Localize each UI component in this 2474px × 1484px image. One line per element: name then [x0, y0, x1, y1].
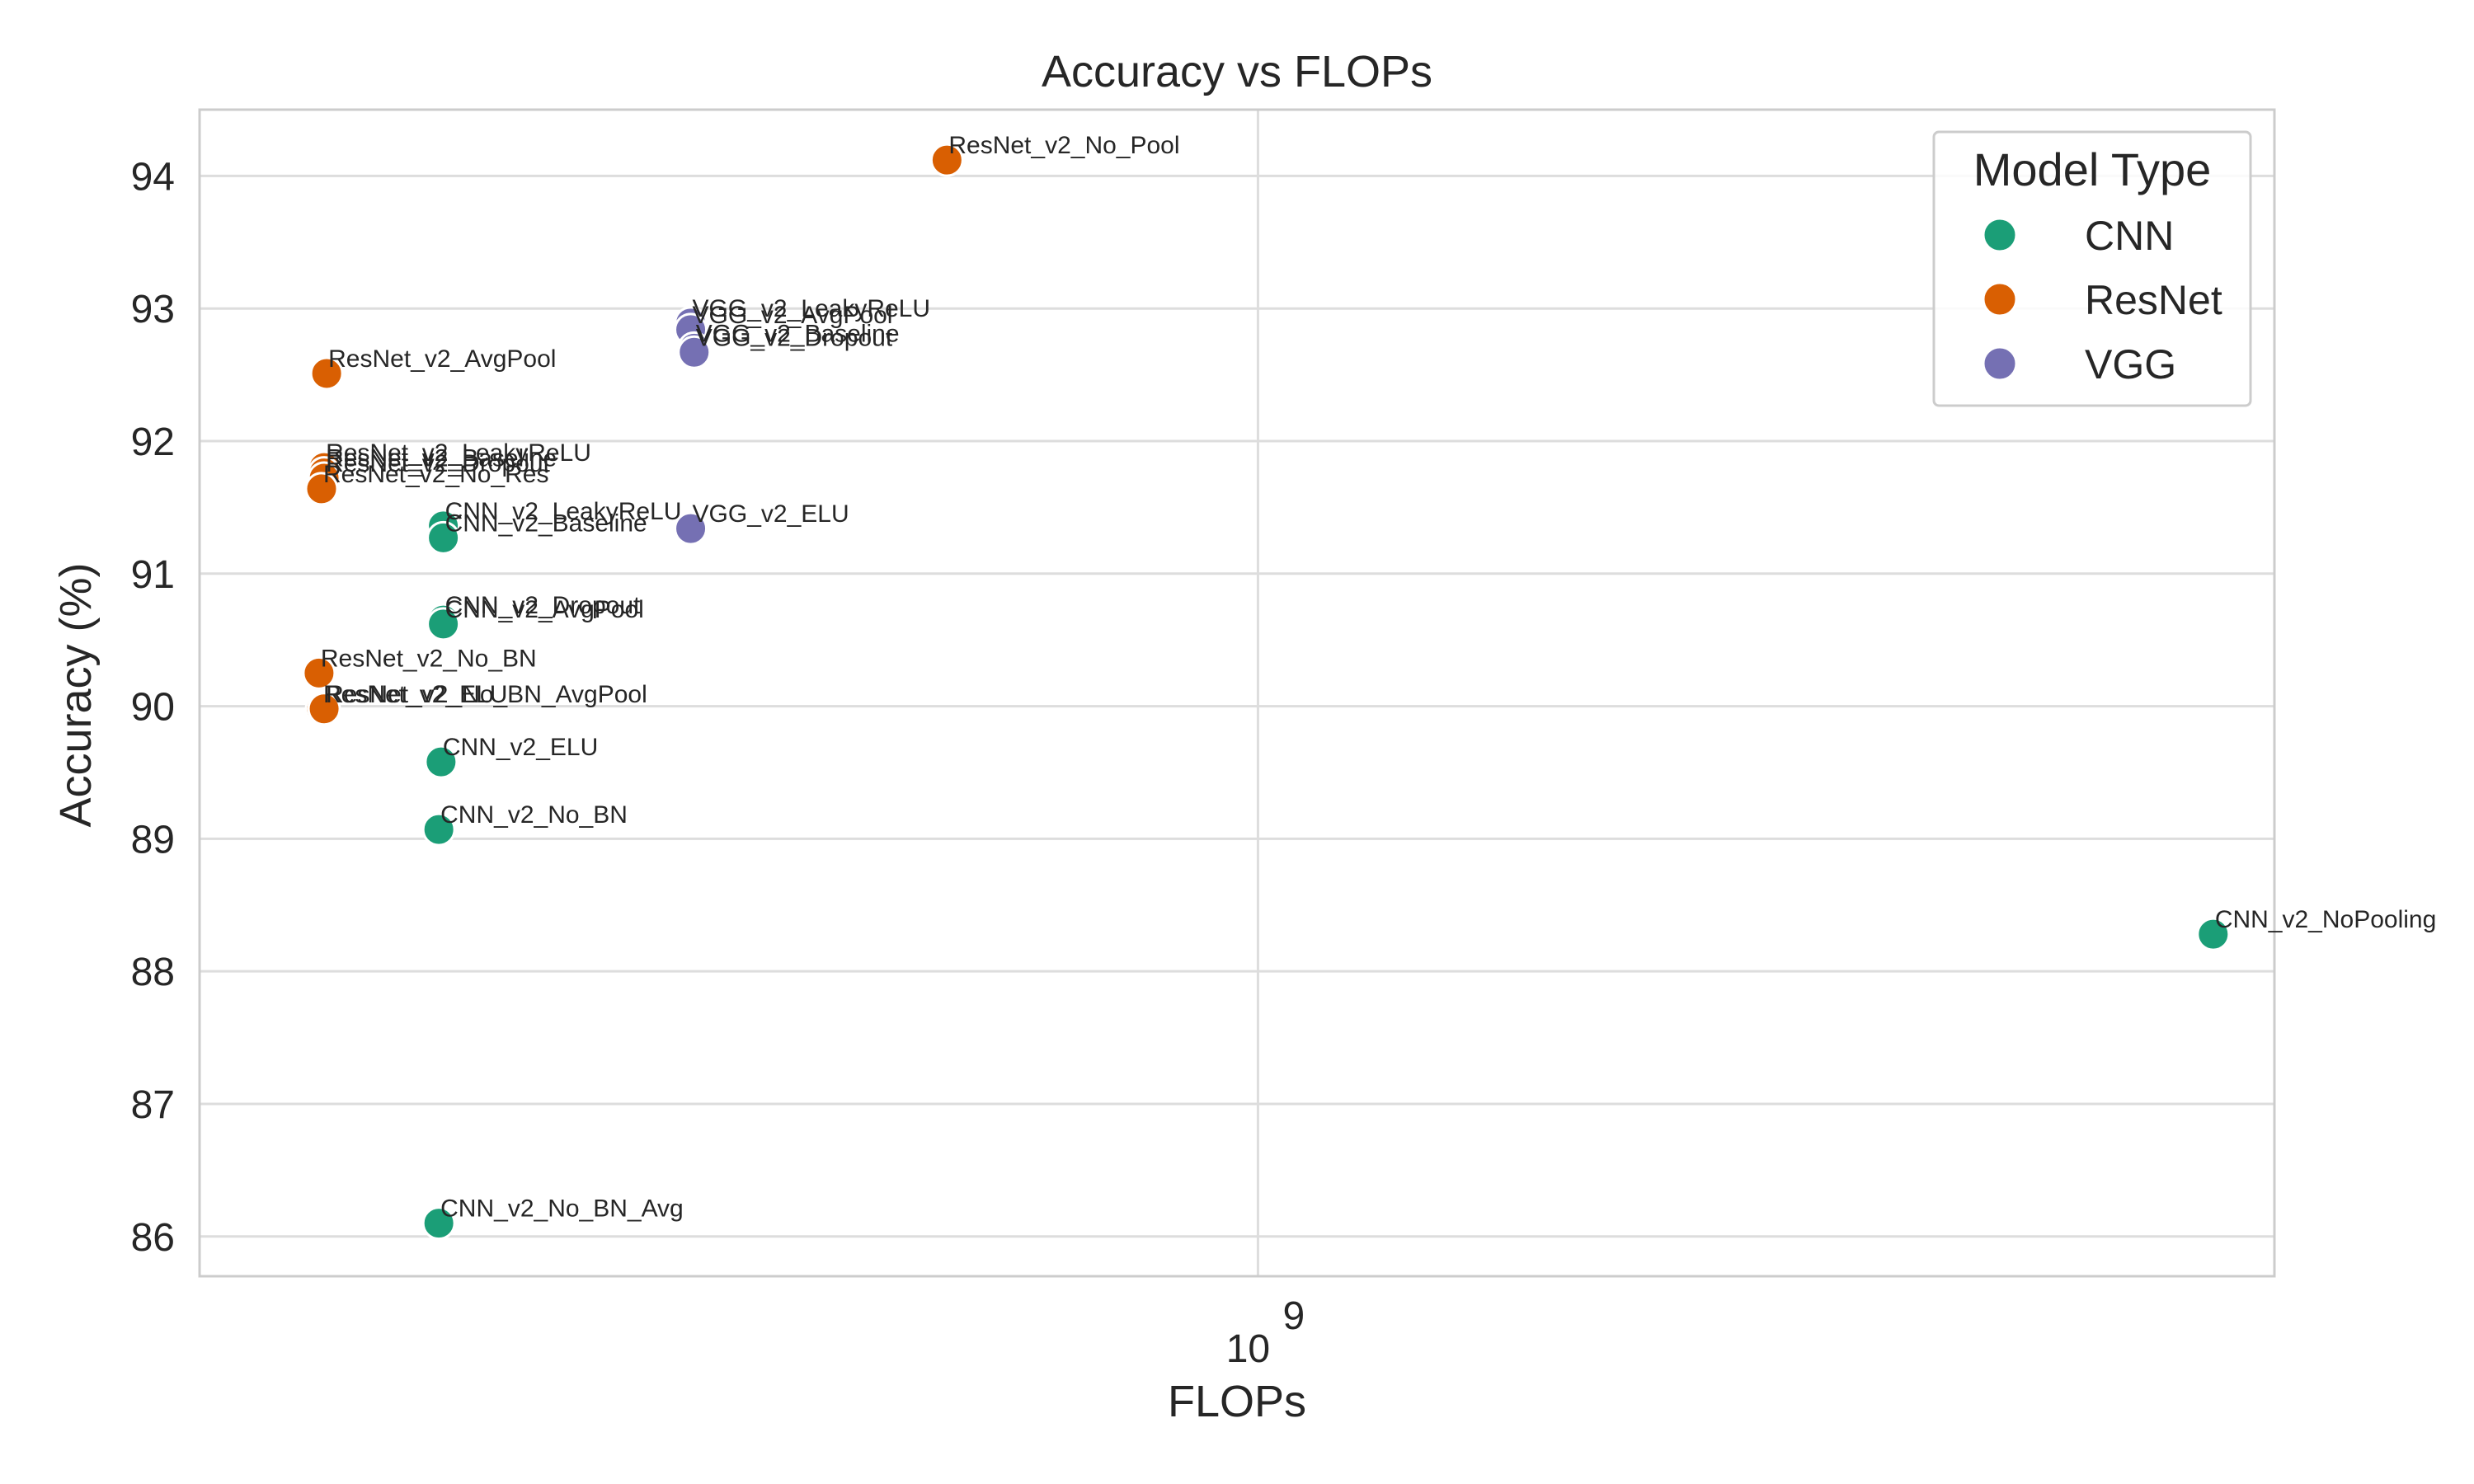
point-label: CNN_v2_ELU — [443, 734, 598, 761]
legend-entries: CNN ResNet VGG — [1982, 213, 2222, 387]
data-point — [929, 143, 964, 177]
point-label: CNN_v2_LeakyReLU — [445, 498, 682, 525]
y-tick-label: 90 — [131, 686, 175, 730]
point-label: ResNet_v2_No_Pool — [948, 132, 1179, 159]
x-tick-exponent: 9 — [1282, 1294, 1305, 1338]
legend-entry-label: VGG — [2085, 341, 2176, 387]
x-axis-ticks: 10 9 — [1226, 1294, 1305, 1371]
y-tick-label: 94 — [131, 155, 175, 199]
point-label: ResNet_v2_AvgPool — [328, 345, 556, 373]
point-label: CNN_v2_No_BN_Avg — [440, 1195, 684, 1223]
point-label: VGG_v2_ELU — [693, 500, 849, 528]
y-tick-label: 88 — [131, 951, 175, 994]
point-label: CNN_v2_Baseline — [445, 510, 647, 537]
point-label: CNN_v2_Dropout — [445, 592, 641, 619]
data-point — [309, 356, 344, 391]
legend-marker — [1982, 345, 2018, 382]
x-tick-label: 10 — [1226, 1327, 1270, 1371]
point-label: ResNet_v2_No_Res — [323, 461, 548, 488]
legend-marker — [1982, 281, 2018, 317]
plot-area-frame — [198, 108, 2276, 1278]
data-point — [426, 520, 461, 555]
y-axis-label: Accuracy (%) — [51, 562, 101, 827]
y-tick-label: 91 — [131, 553, 175, 597]
point-label: VGG_v2_LeakyReLU — [693, 295, 930, 322]
point-label: CNN_v2_NoPooling — [2215, 906, 2436, 933]
legend-box — [1932, 130, 2252, 407]
data-point — [302, 655, 336, 690]
y-tick-label: 92 — [131, 420, 175, 464]
y-axis-ticks: 86 87 88 89 90 91 92 93 94 — [131, 155, 175, 1259]
legend-entry-label: ResNet — [2085, 277, 2222, 323]
point-label: ResNet_v2_No_BN_AvgPool — [326, 681, 647, 708]
legend-entry-label: CNN — [2085, 213, 2174, 259]
y-tick-label: 93 — [131, 288, 175, 331]
point-label: VGG_v2_AvgPool — [693, 302, 893, 329]
data-point — [2196, 917, 2231, 951]
data-point — [424, 744, 459, 779]
point-label: VGG_v2_Baseline — [696, 320, 900, 347]
chart-title: Accuracy vs FLOPs — [1042, 47, 1432, 96]
point-label: CNN_v2_No_BN — [440, 801, 628, 829]
legend-title: Model Type — [1973, 143, 2211, 195]
data-point — [307, 692, 341, 726]
y-tick-label: 86 — [131, 1216, 175, 1260]
legend: Model Type CNN ResNet VGG — [1932, 130, 2252, 407]
x-axis-label: FLOPs — [1168, 1377, 1306, 1426]
data-point — [674, 511, 708, 546]
data-point — [677, 335, 712, 369]
point-label: VGG_v2_Dropout — [696, 324, 893, 351]
point-label: ResNet_v2_ELU — [323, 681, 507, 708]
y-tick-label: 87 — [131, 1083, 175, 1127]
data-points — [302, 143, 2231, 1241]
point-label: ResNet_v2_No_BN — [321, 645, 537, 672]
grid-lines — [200, 110, 2274, 1276]
data-point — [421, 812, 456, 847]
data-point — [421, 1206, 456, 1241]
point-label: ResNet_v2_Dropout — [326, 450, 550, 477]
legend-marker — [1982, 217, 2018, 253]
point-label: ResNet_v2_LeakyReLU — [326, 439, 591, 467]
point-label: CNN_v2_AvgPool — [445, 596, 644, 623]
data-point — [304, 472, 339, 506]
data-point — [426, 607, 461, 641]
point-labels: ResNet_v2_No_Pool ResNet_v2_AvgPool ResNet… — [321, 132, 2436, 1223]
point-label: ResNet_v2_Baseline — [326, 445, 557, 472]
y-tick-label: 89 — [131, 818, 175, 862]
